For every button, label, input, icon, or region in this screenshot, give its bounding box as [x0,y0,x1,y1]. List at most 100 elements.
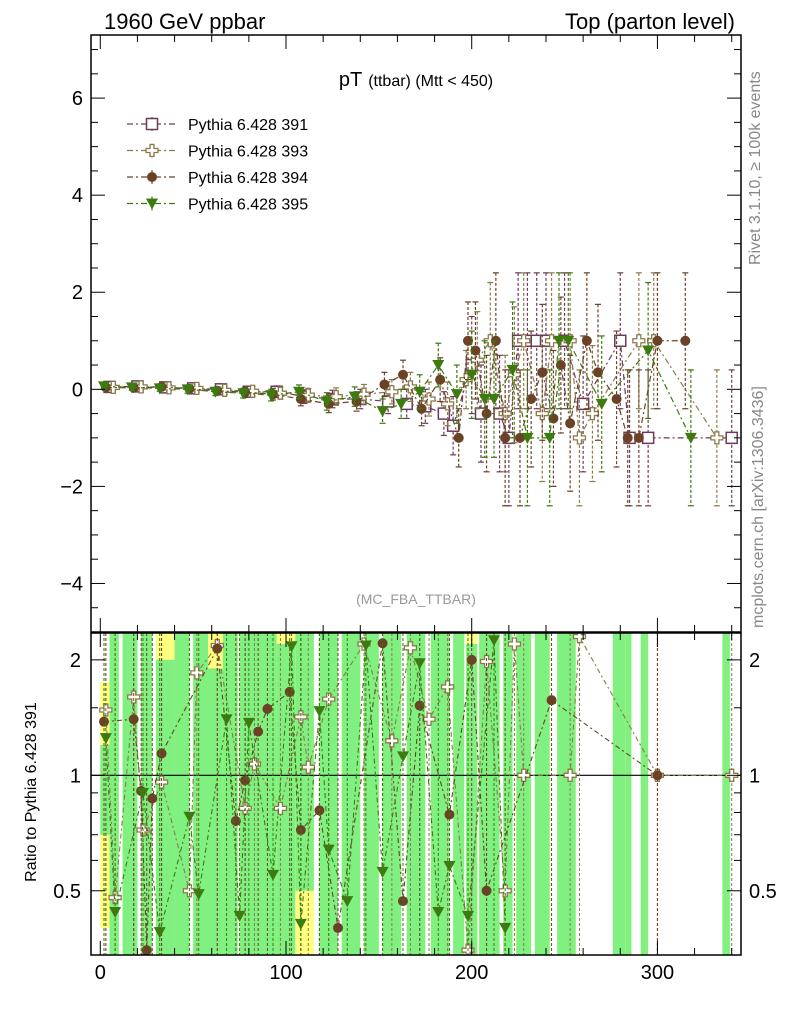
rivet-version-label: Rivet 3.1.10, ≥ 100k events [747,71,764,265]
data-point [710,431,724,445]
data-point [481,408,492,419]
data-point [463,335,473,346]
ratio-point [376,866,389,878]
data-point [521,432,534,444]
legend-entry-pythia-6-428-391: Pythia 6.428 391 [127,117,308,134]
data-point [293,386,305,398]
ratio-point [156,748,167,759]
ratio-point [466,654,477,665]
ratio-line [105,640,506,933]
data-point [553,335,565,347]
data-point [435,374,446,385]
legend: Pythia 6.428 391 Pythia 6.428 393 Pythia 6… [127,117,308,214]
ratio-point [127,690,141,704]
data-point [572,431,587,445]
data-point [488,394,500,406]
x-tick-label: 100 [269,962,302,984]
ratio-point [240,775,251,786]
y-tick-label: 6 [72,88,83,110]
ratio-point [572,633,587,644]
legend-marker [147,172,157,182]
ratio-point [141,945,152,955]
data-point [622,432,633,443]
ratio-point [153,927,166,939]
inner-band [479,633,500,955]
ratio-point [432,907,445,919]
ratio-line [103,643,658,951]
legend-label: Pythia 6.428 391 [188,117,308,134]
ratio-point [192,889,205,901]
data-point [500,432,511,443]
ratio-point [212,643,223,654]
inner-band [612,633,626,955]
data-point [517,334,531,348]
data-point [376,406,389,418]
ratio-point [385,734,399,748]
main-panel-data [98,272,738,507]
ratio-point [517,768,531,782]
ratio-point [233,910,246,922]
data-point [478,394,491,406]
data-point [641,431,655,445]
inner-band [122,633,138,955]
ratio-point [499,922,512,934]
ratio-panel-axes: 0.5 0.5 1 1 2 2 0 100 200 300 [53,633,777,984]
inner-band [364,633,379,955]
plot-title: pT (ttbar) (Mtt < 450) [339,69,493,91]
inner-band [156,659,175,955]
ratio-y-tick-label-right: 2 [749,650,760,672]
main-panel: −4 −2 0 2 4 6 pT (ttbar) (Mtt < 450) (MC_FBA_T… [60,34,742,633]
data-point [237,388,250,400]
ratio-y-tick-label-left: 2 [70,650,81,672]
ratio-point [397,751,409,763]
legend-marker [145,117,159,131]
ratio-point [99,716,109,727]
legend-entry-pythia-6-428-394: Pythia 6.428 394 [127,170,308,187]
data-point [506,364,519,376]
plot-title-main: pT [339,69,362,91]
ratio-point [262,703,273,714]
inner-band [534,633,550,955]
data-point [555,360,566,371]
inner-band [341,633,361,955]
data-point [398,369,408,380]
data-point [209,386,222,398]
data-point [395,398,408,410]
ratio-point [220,714,233,726]
series-line [103,340,692,439]
ratio-series-pythia-6-428-395 [99,633,512,955]
data-point [385,385,399,399]
ratio-point [333,922,343,933]
data-point [465,369,478,381]
data-point [642,345,655,357]
legend-marker [146,198,158,210]
y-tick-label: −2 [60,476,83,498]
data-point [535,406,549,421]
data-point [470,345,481,356]
data-point [544,334,559,348]
ratio-y-tick-label-left: 1 [70,765,81,787]
ratio-point [652,770,663,781]
main-panel-axes: −4 −2 0 2 4 6 [60,35,741,632]
ratio-point [128,714,139,725]
ratio-point [422,712,436,726]
data-point [125,382,138,394]
inner-band [193,633,208,955]
ratio-panel: 0.5 0.5 1 1 2 2 0 100 200 300 Ratio to Pythia 6.4… [23,632,777,984]
ratio-point [443,861,456,873]
data-point [515,432,525,443]
ratio-point [183,811,196,823]
data-point [153,383,166,395]
observable-label: Top (parton level) [565,9,735,34]
data-point [265,390,278,402]
ratio-point [285,641,298,653]
data-point [348,391,361,403]
ratio-axis-label: Ratio to Pythia 6.428 391 [23,702,40,882]
data-point [611,394,622,405]
ratio-point [488,635,500,647]
legend-marker [145,143,159,158]
ratio-point [137,787,149,799]
inner-band [503,633,513,955]
data-point [413,386,426,398]
